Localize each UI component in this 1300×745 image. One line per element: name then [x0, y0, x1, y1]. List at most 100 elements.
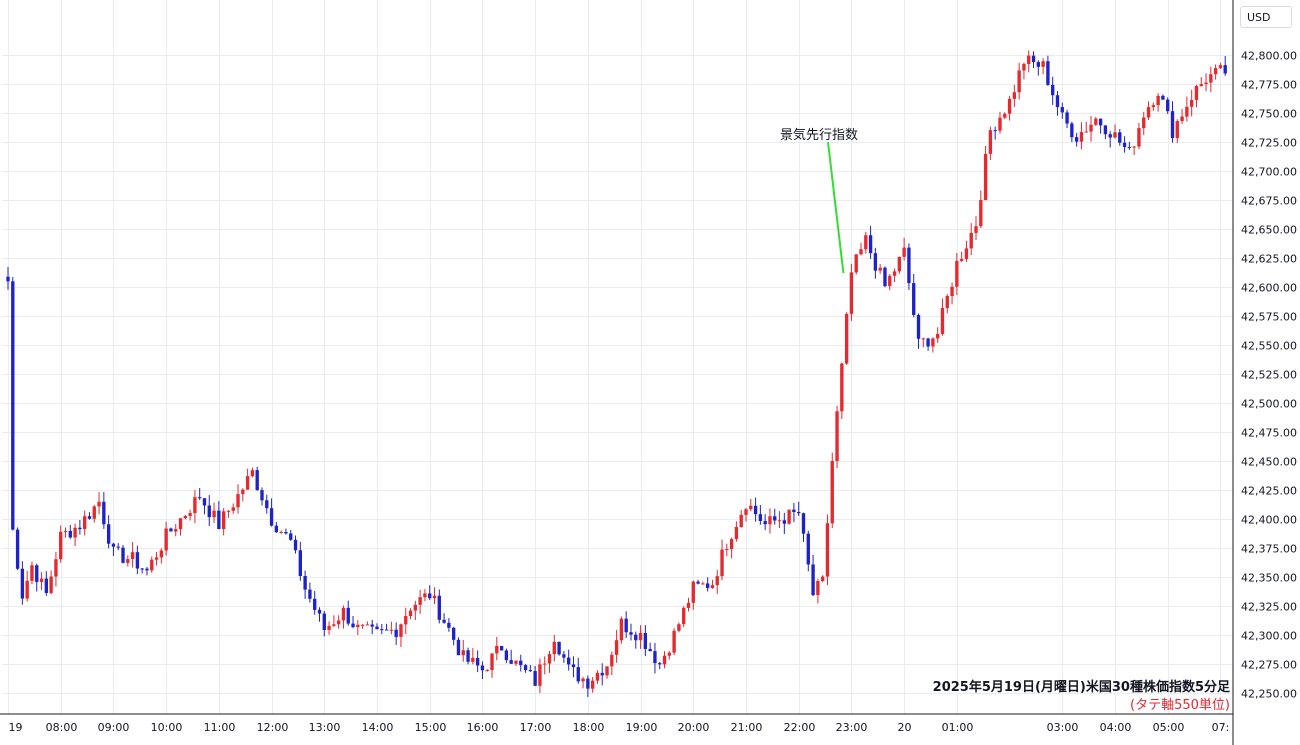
- candlesticks: [6, 50, 1227, 697]
- up-candle: [97, 501, 101, 507]
- price-tick-label: 42,325.00: [1241, 601, 1297, 614]
- time-tick-label: 04:00: [1100, 721, 1132, 734]
- up-candle: [888, 275, 892, 287]
- up-candle: [1079, 132, 1084, 142]
- time-tick-label: 07:: [1212, 721, 1230, 734]
- time-tick-label: 20: [898, 721, 912, 734]
- price-tick-label: 42,350.00: [1241, 572, 1297, 585]
- down-candle: [1161, 95, 1165, 100]
- down-candle: [586, 678, 590, 689]
- down-candle: [1036, 62, 1040, 67]
- down-candle: [466, 650, 470, 662]
- down-candle: [293, 539, 298, 551]
- down-candle: [1223, 65, 1227, 74]
- up-candle: [581, 678, 585, 682]
- down-candle: [394, 629, 398, 637]
- down-candle: [600, 672, 604, 676]
- up-candle: [1113, 132, 1117, 138]
- time-tick-label: 09:00: [98, 721, 130, 734]
- up-candle: [514, 660, 518, 664]
- up-candle: [864, 235, 868, 250]
- price-tick-label: 42,525.00: [1241, 369, 1297, 382]
- price-tick-label: 42,550.00: [1241, 340, 1297, 353]
- down-candle: [78, 527, 82, 530]
- price-tick-label: 42,700.00: [1241, 166, 1297, 179]
- down-candle: [274, 525, 279, 533]
- up-candle: [413, 604, 418, 611]
- down-candle: [504, 650, 509, 661]
- up-candle: [983, 153, 988, 201]
- up-candle: [725, 548, 729, 550]
- down-candle: [868, 235, 873, 254]
- up-candle: [150, 559, 154, 571]
- up-candle: [897, 256, 902, 272]
- up-candle: [1218, 65, 1223, 69]
- price-tick-label: 42,650.00: [1241, 224, 1297, 237]
- price-tick-label: 42,275.00: [1241, 659, 1297, 672]
- price-tick-label: 42,750.00: [1241, 108, 1297, 121]
- up-candle: [1189, 99, 1194, 107]
- up-candle: [1003, 113, 1007, 118]
- down-candle: [380, 629, 384, 631]
- down-candle: [169, 528, 173, 532]
- down-candle: [1122, 142, 1127, 147]
- down-candle: [35, 565, 39, 582]
- up-candle: [538, 664, 542, 686]
- up-candle: [1151, 105, 1156, 108]
- up-candle: [547, 654, 552, 664]
- up-candle: [332, 624, 336, 626]
- time-tick-label: 08:00: [46, 721, 78, 734]
- up-candle: [955, 260, 959, 287]
- down-candle: [758, 514, 763, 521]
- up-candle: [940, 308, 945, 334]
- currency-badge[interactable]: USD: [1240, 6, 1292, 28]
- up-candle: [471, 657, 475, 662]
- down-candle: [653, 651, 657, 664]
- price-tick-label: 42,300.00: [1241, 630, 1297, 643]
- down-candle: [437, 595, 441, 620]
- up-candle: [1132, 146, 1136, 148]
- down-candle: [116, 546, 120, 548]
- up-candle: [710, 585, 715, 589]
- down-candle: [298, 550, 302, 576]
- up-candle: [226, 510, 231, 512]
- axes: [0, 0, 1234, 745]
- down-candle: [806, 533, 810, 565]
- up-candle: [365, 624, 370, 626]
- down-candle: [499, 645, 504, 651]
- price-tick-label: 42,600.00: [1241, 282, 1297, 295]
- chart-caption-unit: (タテ軸550単位): [1130, 698, 1230, 713]
- up-candle: [701, 583, 705, 585]
- down-candle: [111, 543, 116, 547]
- up-candle: [59, 531, 63, 560]
- up-candle: [662, 655, 667, 665]
- up-candle: [739, 514, 743, 527]
- up-candle: [667, 652, 671, 656]
- up-candle: [835, 411, 839, 462]
- up-candle: [878, 267, 882, 271]
- down-candle: [1127, 146, 1132, 148]
- time-tick-label: 16:00: [467, 721, 499, 734]
- up-candle: [610, 654, 614, 667]
- up-candle: [408, 610, 413, 617]
- price-tick-label: 42,400.00: [1241, 514, 1297, 527]
- down-candle: [346, 607, 350, 624]
- time-tick-label: 01:00: [942, 721, 974, 734]
- up-candle: [231, 507, 235, 511]
- down-candle: [912, 283, 916, 315]
- up-candle: [921, 338, 925, 340]
- down-candle: [567, 657, 571, 665]
- up-candle: [749, 505, 753, 510]
- up-candle: [39, 578, 44, 582]
- up-candle: [336, 620, 341, 625]
- down-candle: [6, 276, 10, 282]
- down-candle: [993, 130, 997, 132]
- down-candle: [533, 671, 537, 686]
- down-candle: [308, 589, 312, 599]
- down-candle: [1108, 134, 1112, 138]
- up-candle: [969, 232, 973, 249]
- up-candle: [212, 510, 216, 518]
- up-candle: [595, 672, 600, 681]
- down-candle: [926, 338, 930, 347]
- price-axis-ticks: 42,250.00 42,275.00 42,300.00 42,325.00 42,3…: [1241, 50, 1297, 701]
